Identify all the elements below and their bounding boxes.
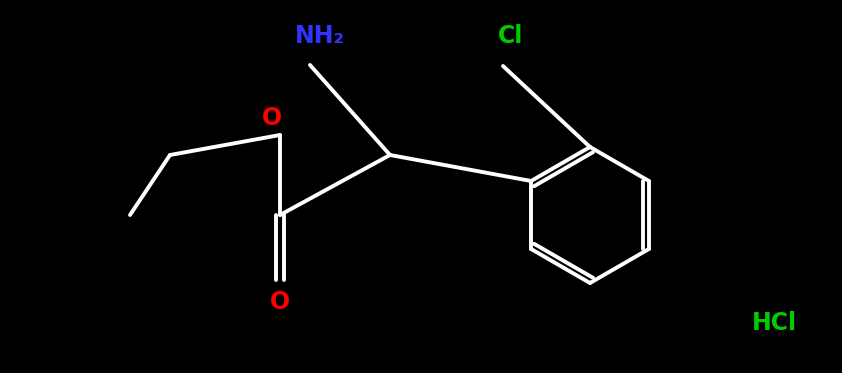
- Text: O: O: [262, 106, 282, 130]
- Text: Cl: Cl: [498, 24, 524, 48]
- Text: O: O: [270, 290, 290, 314]
- Text: HCl: HCl: [752, 311, 797, 335]
- Text: NH₂: NH₂: [295, 24, 345, 48]
